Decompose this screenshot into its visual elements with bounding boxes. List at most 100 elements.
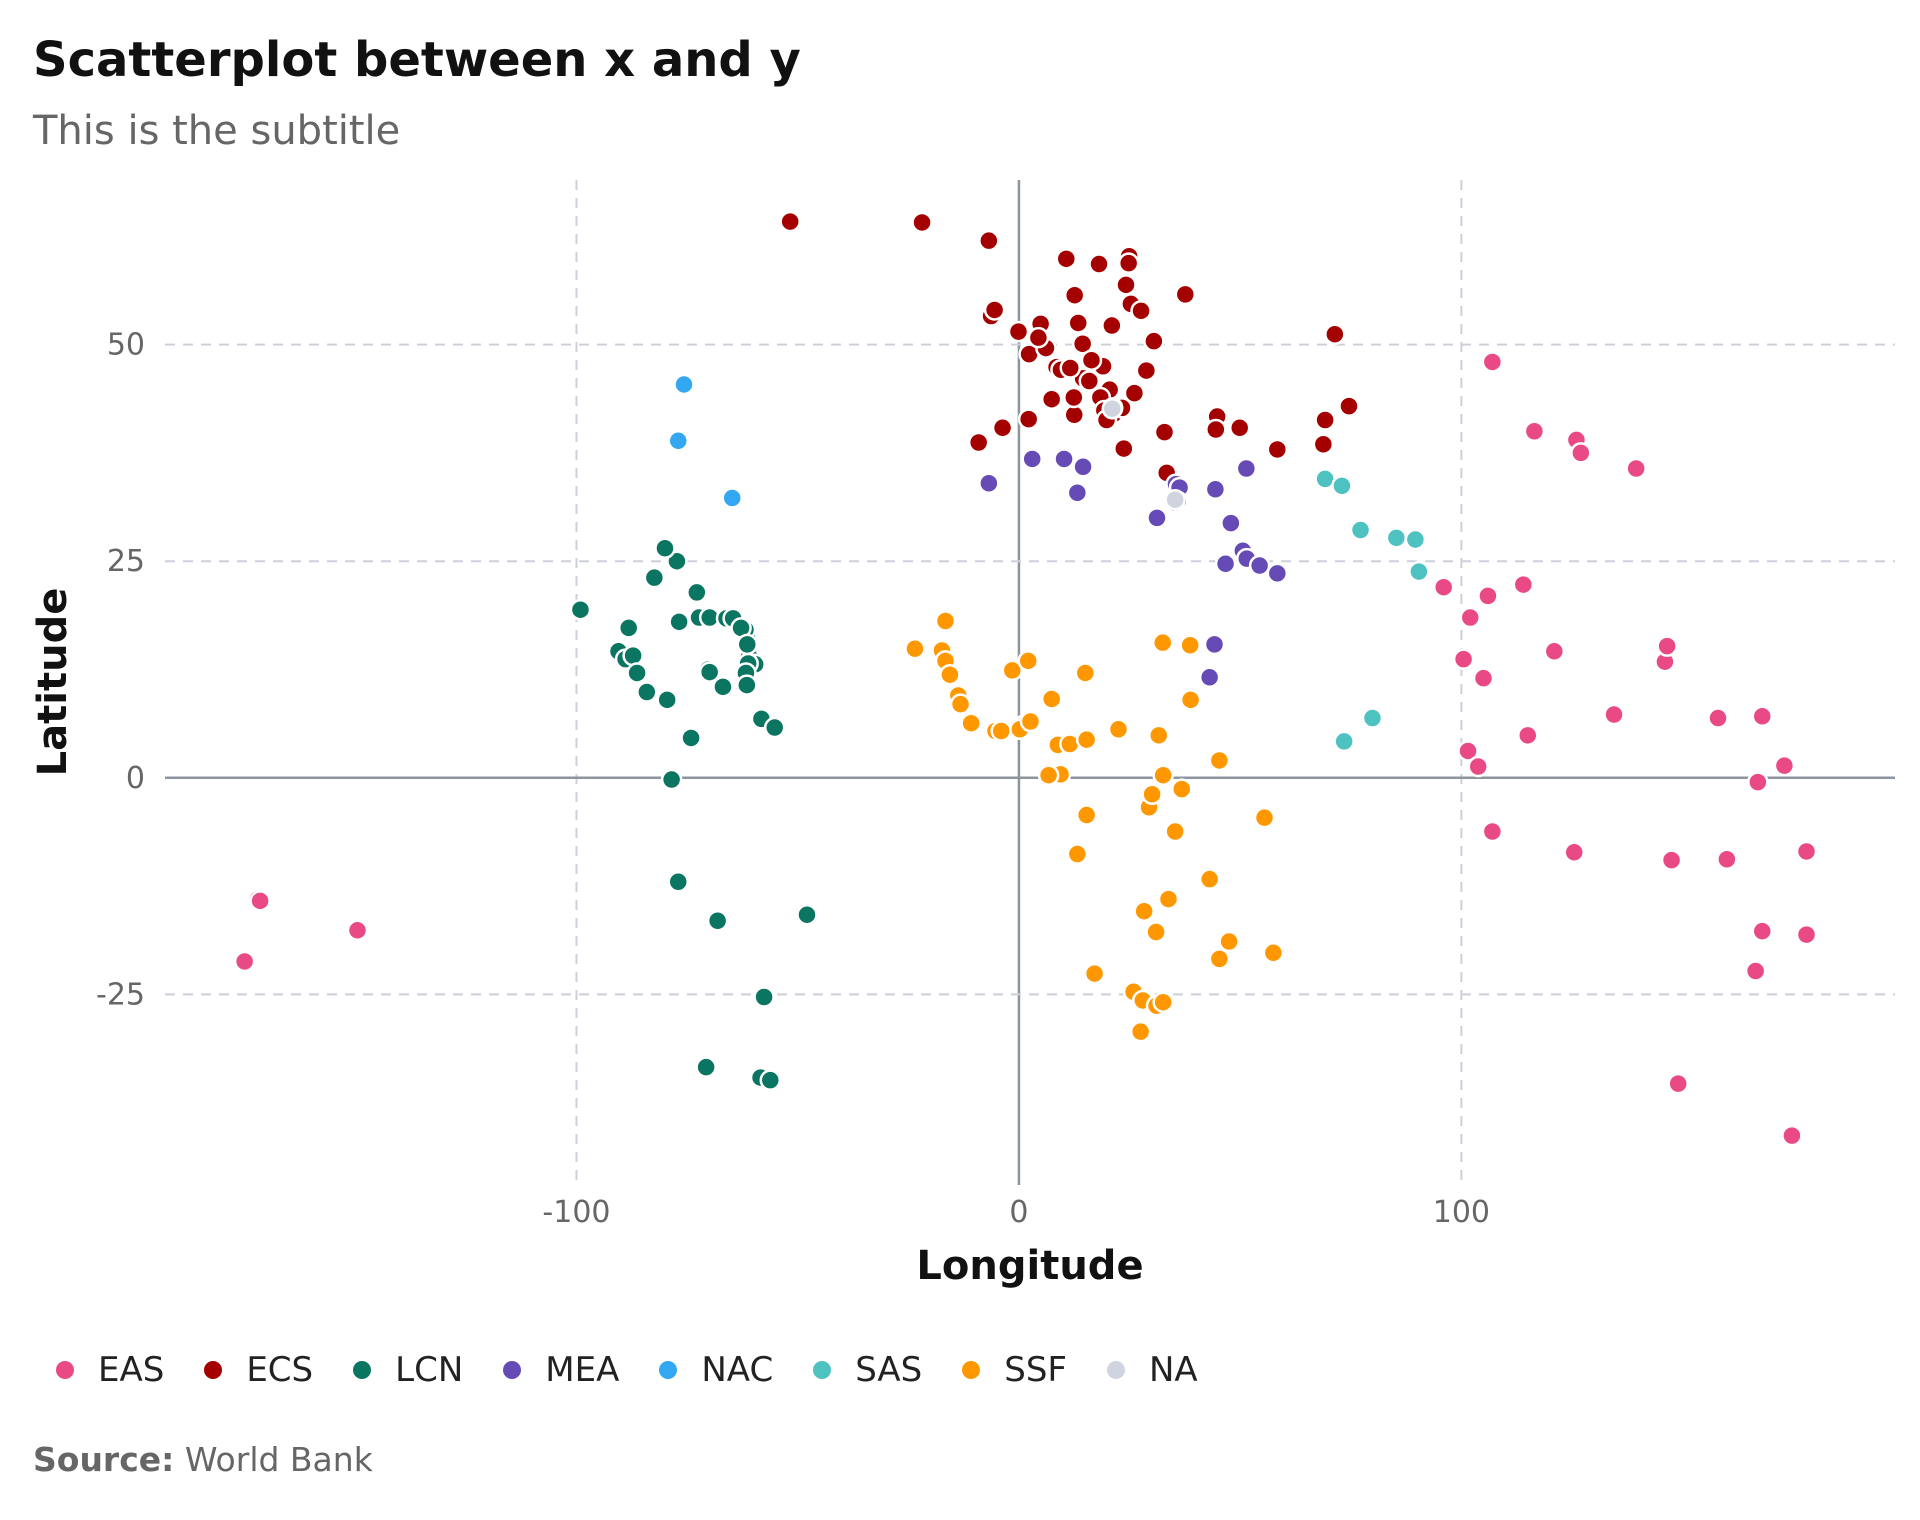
scatter-point-ssf: [904, 637, 926, 660]
scatter-point-mea: [1266, 562, 1289, 585]
scatter-point-eas: [1744, 960, 1767, 982]
scatter-point-eas: [1467, 755, 1489, 778]
scatter-point-sas: [1331, 475, 1353, 497]
scatter-point-eas: [1481, 351, 1504, 373]
scatter-point-lcn: [695, 1056, 717, 1078]
scatter-point-eas: [346, 919, 369, 942]
legend-item-sas: SAS: [813, 1350, 922, 1390]
scatter-point-ecs: [1123, 382, 1146, 404]
scatter-point-ecs: [1040, 388, 1063, 410]
scatter-point-ssf: [1152, 991, 1174, 1013]
scatter-point-lcn: [706, 910, 729, 932]
scatter-point-ssf: [1148, 724, 1170, 747]
legend-label: ECS: [246, 1350, 314, 1390]
scatter-point-ssf: [1083, 962, 1106, 985]
scatter-point-lcn: [626, 662, 648, 684]
scatter-point-eas: [249, 890, 271, 912]
scatter-point-ecs: [1314, 409, 1336, 431]
scatter-point-ecs: [1007, 320, 1030, 343]
scatter-point-eas: [1716, 848, 1738, 870]
scatter-point-ecs: [1324, 323, 1346, 345]
scatter-point-ssf: [990, 720, 1012, 742]
y-tick-label: -25: [96, 977, 145, 1012]
scatter-point-ecs: [1338, 395, 1360, 417]
legend-swatch: [1106, 1361, 1125, 1379]
x-axis-title: Longitude: [916, 1243, 1143, 1289]
scatter-point-mea: [978, 472, 1000, 494]
scatter-point-ecs: [1228, 417, 1251, 439]
scatter-point-na: [1164, 488, 1186, 511]
scatter-point-mea: [1214, 553, 1237, 575]
scatter-point-ssf: [1066, 843, 1089, 865]
scatter-point-ecs: [1059, 357, 1082, 379]
scatter-point-eas: [1432, 576, 1455, 598]
scatter-point-ssf: [1019, 710, 1042, 733]
legend-swatch: [56, 1361, 74, 1379]
scatter-point-ecs: [1078, 370, 1101, 392]
tick-layer: -100 0 100 -25 0 25 50: [96, 328, 1490, 1230]
scatter-point-ecs: [1113, 437, 1135, 460]
legend-item-mea: MEA: [503, 1350, 619, 1390]
scatter-point-ssf: [1208, 948, 1231, 970]
scatter-point-lcn: [763, 716, 786, 739]
scatter-point-ssf: [1208, 749, 1231, 772]
scatter-point-ssf: [1107, 718, 1130, 741]
scatter-point-eas: [1543, 640, 1566, 663]
scatter-point-lcn: [698, 661, 721, 683]
scatter-point-lcn: [636, 681, 658, 703]
scatter-point-ssf: [1164, 820, 1186, 843]
scatter-point-ssf: [1040, 688, 1063, 710]
scatter-point-mea: [1053, 448, 1075, 470]
scatter-point-ecs: [1101, 314, 1123, 337]
source-note: Source: World Bank: [33, 1440, 373, 1479]
scatter-point-eas: [1751, 705, 1774, 728]
scatter-point-ecs: [1130, 300, 1152, 322]
scatter-point-lcn: [667, 871, 689, 893]
scatter-point-eas: [1481, 820, 1504, 843]
y-tick-label: 0: [126, 761, 145, 796]
legend-label: SSF: [1004, 1350, 1067, 1390]
scatter-point-ecs: [1135, 359, 1158, 382]
legend-item-eas: EAS: [56, 1350, 164, 1390]
scatter-point-ssf: [1262, 942, 1285, 964]
scatter-point-ssf: [1157, 888, 1180, 910]
scatter-point-lcn: [736, 674, 758, 696]
scatter-point-ssf: [1075, 728, 1098, 751]
scatter-point-lcn: [654, 537, 676, 559]
scatter-point-eas: [1472, 667, 1495, 689]
scatter-point-ecs: [1027, 326, 1050, 349]
scatter-point-lcn: [666, 550, 688, 572]
legend-label: EAS: [98, 1350, 165, 1390]
scatter-point-na: [1101, 397, 1124, 420]
scatter-point-ecs: [1115, 274, 1137, 296]
scatter-point-eas: [1517, 724, 1539, 747]
source-label: Source:: [33, 1440, 175, 1479]
x-tick-label: 0: [1009, 1195, 1028, 1230]
scatter-point-ecs: [1088, 253, 1110, 275]
scatter-point-lcn: [656, 689, 678, 711]
scatter-point-eas: [1457, 740, 1479, 762]
scatter-point-ecs: [1143, 330, 1165, 352]
legend-label: NAC: [701, 1350, 774, 1390]
scatter-point-eas: [1512, 573, 1535, 596]
scatter-point-nac: [721, 487, 743, 509]
scatter-point-ecs: [1153, 421, 1176, 443]
chart-title: Scatterplot between x and y: [33, 32, 801, 88]
legend-swatch: [813, 1361, 832, 1379]
scatter-point-lcn: [759, 1069, 782, 1091]
scatter-point-lcn: [686, 581, 708, 604]
source-text: World Bank: [184, 1440, 373, 1479]
scatter-point-ecs: [983, 299, 1006, 321]
scatter-point-ssf: [1179, 689, 1202, 711]
scatter-point-lcn: [712, 676, 734, 698]
scatter-point-ssf: [1151, 631, 1174, 654]
scatter-point-ssf: [1129, 1020, 1152, 1043]
scatter-point-ssf: [1152, 764, 1174, 786]
scatter-point-ssf: [1074, 662, 1097, 684]
scatter-point-ssf: [1218, 930, 1240, 953]
scatter-point-ssf: [1075, 804, 1098, 826]
legend-item-ssf: SSF: [962, 1350, 1067, 1390]
scatter-point-lcn: [668, 611, 690, 633]
scatter-point-ssf: [1037, 764, 1060, 786]
